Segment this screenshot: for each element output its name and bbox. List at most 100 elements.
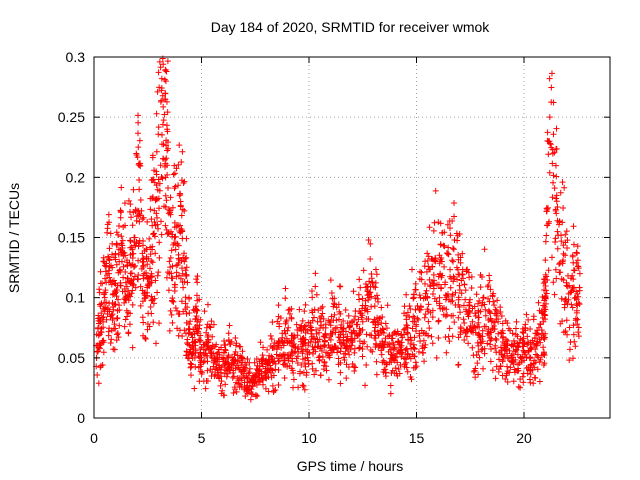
- data-point: [337, 369, 344, 376]
- data-point: [166, 207, 173, 214]
- data-point: [470, 352, 477, 359]
- data-point: [455, 314, 462, 321]
- data-point: [186, 321, 193, 328]
- data-point: [136, 218, 143, 225]
- data-point: [116, 307, 123, 314]
- data-point: [150, 300, 157, 307]
- data-point: [492, 306, 499, 313]
- data-point: [445, 251, 452, 258]
- data-point: [181, 278, 188, 285]
- x-axis-label: GPS time / hours: [297, 458, 404, 474]
- data-point: [121, 323, 128, 330]
- data-point: [131, 262, 138, 269]
- data-point: [206, 323, 213, 330]
- data-point: [305, 361, 312, 368]
- data-point: [301, 323, 308, 330]
- data-point: [165, 230, 172, 237]
- data-point: [167, 254, 174, 261]
- data-point: [135, 119, 142, 126]
- data-point: [340, 340, 347, 347]
- data-point: [364, 343, 371, 350]
- data-point: [451, 200, 458, 207]
- data-point: [335, 334, 342, 341]
- data-point: [345, 312, 352, 319]
- data-point: [365, 236, 372, 243]
- data-point: [198, 371, 205, 378]
- data-point: [108, 312, 115, 319]
- data-point: [455, 361, 462, 368]
- data-point: [504, 355, 511, 362]
- data-point: [570, 331, 577, 338]
- data-point: [449, 245, 456, 252]
- data-point: [192, 342, 199, 349]
- data-point: [244, 356, 251, 363]
- data-point: [574, 290, 581, 297]
- data-point: [285, 307, 292, 314]
- data-point: [120, 224, 127, 231]
- data-point: [424, 250, 431, 257]
- data-point: [362, 302, 369, 309]
- data-point: [358, 314, 365, 321]
- data-point: [251, 359, 258, 366]
- data-point: [356, 276, 363, 283]
- data-point: [388, 335, 395, 342]
- data-point: [151, 230, 158, 237]
- data-point: [118, 184, 125, 191]
- data-point: [550, 172, 557, 179]
- data-point: [299, 341, 306, 348]
- data-point: [426, 325, 433, 332]
- data-point: [562, 231, 569, 238]
- data-point: [330, 303, 337, 310]
- data-point: [173, 165, 180, 172]
- data-point: [401, 325, 408, 332]
- data-point: [349, 337, 356, 344]
- data-point: [514, 344, 521, 351]
- data-point: [411, 353, 418, 360]
- data-point: [486, 277, 493, 284]
- data-point: [386, 340, 393, 347]
- data-point: [220, 392, 227, 399]
- data-point: [214, 372, 221, 379]
- data-point: [435, 281, 442, 288]
- data-point: [359, 353, 366, 360]
- data-point: [576, 284, 583, 291]
- data-point: [149, 176, 156, 183]
- data-point: [495, 368, 502, 375]
- data-point: [522, 325, 529, 332]
- data-point: [290, 335, 297, 342]
- data-point: [404, 330, 411, 337]
- data-point: [451, 237, 458, 244]
- data-point: [517, 335, 524, 342]
- data-point: [171, 170, 178, 177]
- data-point: [574, 257, 581, 264]
- data-point: [368, 303, 375, 310]
- data-point: [184, 336, 191, 343]
- data-point: [218, 378, 225, 385]
- data-point: [426, 276, 433, 283]
- data-point: [436, 302, 443, 309]
- data-point: [382, 335, 389, 342]
- data-point: [236, 343, 243, 350]
- data-point: [418, 269, 425, 276]
- data-point: [451, 319, 458, 326]
- data-point: [191, 338, 198, 345]
- data-point: [557, 269, 564, 276]
- data-point: [120, 274, 127, 281]
- data-point: [463, 267, 470, 274]
- data-point: [171, 288, 178, 295]
- data-point: [177, 203, 184, 210]
- data-point: [404, 324, 411, 331]
- data-point: [492, 345, 499, 352]
- data-point: [535, 299, 542, 306]
- data-point: [125, 329, 132, 336]
- data-point: [149, 193, 156, 200]
- data-point: [350, 327, 357, 334]
- data-point: [353, 321, 360, 328]
- data-point: [114, 314, 121, 321]
- data-point: [104, 221, 111, 228]
- data-point: [281, 374, 288, 381]
- data-point: [223, 373, 230, 380]
- data-point: [472, 312, 479, 319]
- data-point: [387, 382, 394, 389]
- data-point: [357, 284, 364, 291]
